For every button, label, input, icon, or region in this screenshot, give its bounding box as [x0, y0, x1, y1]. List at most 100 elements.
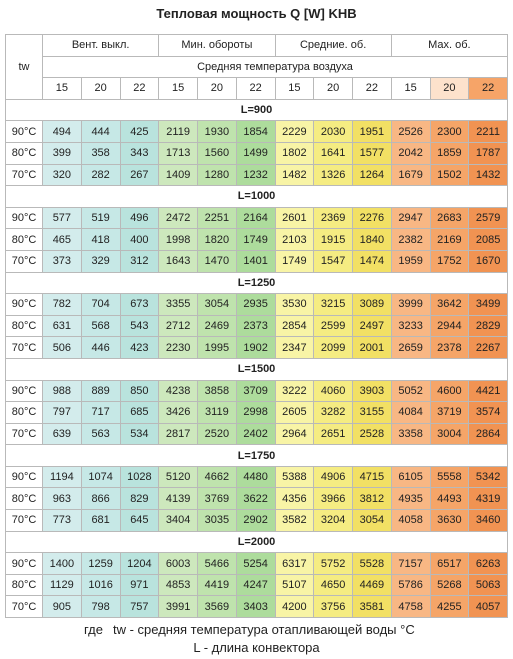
group-header: Вент. выкл.: [41, 34, 160, 57]
value-cell: 3622: [235, 487, 276, 511]
tw-cell: 70°C: [5, 509, 43, 532]
air-temp: 15: [42, 77, 82, 100]
data-row: 80°C 465 418 400 1998 1820 1749 2103 1915 1840 238…: [5, 228, 508, 251]
value-cell: 577: [42, 206, 82, 230]
value-cell: 3719: [429, 401, 470, 424]
section-row: L=900: [5, 98, 508, 122]
value-cell: 1787: [468, 141, 508, 165]
value-cell: 2085: [468, 228, 508, 251]
value-cell: 4758: [390, 595, 431, 619]
value-cell: 2229: [274, 120, 315, 143]
value-cell: 5254: [235, 552, 276, 575]
value-cell: 3769: [197, 487, 237, 511]
value-cell: 1995: [197, 336, 237, 359]
value-cell: 1547: [313, 249, 353, 273]
value-cell: 444: [80, 120, 121, 143]
value-cell: 1749: [274, 249, 315, 273]
value-cell: 2119: [158, 120, 198, 143]
value-cell: 1129: [42, 573, 82, 597]
footnote: где tw - средняя температура отапливающей…: [84, 622, 425, 637]
value-cell: 329: [80, 249, 121, 273]
value-cell: 5558: [429, 465, 470, 489]
value-cell: 673: [119, 293, 160, 316]
value-cell: 1400: [42, 552, 82, 575]
value-cell: 1930: [197, 120, 237, 143]
section-row: L=1250: [5, 271, 508, 295]
value-cell: 1915: [313, 228, 353, 251]
value-cell: 7157: [390, 552, 431, 575]
value-cell: 373: [42, 249, 82, 273]
value-cell: 631: [42, 314, 82, 338]
value-cell: 1074: [80, 465, 121, 489]
value-cell: 1326: [313, 163, 353, 187]
value-cell: 850: [119, 379, 160, 403]
group-header: Мин. обороты: [158, 34, 276, 57]
value-cell: 5268: [429, 573, 470, 597]
value-cell: 2683: [429, 206, 470, 230]
value-cell: 312: [119, 249, 160, 273]
value-cell: 3282: [313, 401, 353, 424]
value-cell: 3642: [429, 293, 470, 316]
value-cell: 2651: [313, 422, 353, 446]
value-cell: 3630: [429, 509, 470, 532]
value-cell: 3404: [158, 509, 198, 532]
value-cell: 2402: [235, 422, 276, 446]
value-cell: 5528: [352, 552, 392, 575]
data-row: 70°C 905 798 757 3991 3569 3403 4200 3756 3581 475…: [5, 595, 508, 619]
value-cell: 2520: [197, 422, 237, 446]
value-cell: 1560: [197, 141, 237, 165]
header-row: tw Вент. выкл. Мин. обороты Средние. об. Мах…: [5, 34, 509, 100]
value-cell: 2854: [274, 314, 315, 338]
tw-cell: 90°C: [5, 120, 43, 143]
value-cell: 2211: [468, 120, 508, 143]
value-cell: 1998: [158, 228, 198, 251]
tw-cell: 90°C: [5, 206, 43, 230]
value-cell: 773: [42, 509, 82, 532]
value-cell: 4421: [468, 379, 508, 403]
value-cell: 267: [119, 163, 160, 187]
value-cell: 4906: [313, 465, 353, 489]
value-cell: 1752: [429, 249, 470, 273]
value-cell: 2382: [390, 228, 431, 251]
value-cell: 1670: [468, 249, 508, 273]
data-row: 70°C 506 446 423 2230 1995 1902 2347 2099 2001 265…: [5, 336, 508, 359]
air-temp: 15: [158, 77, 198, 100]
value-cell: 1028: [119, 465, 160, 489]
section-row: L=1750: [5, 444, 508, 467]
value-cell: 4084: [390, 401, 431, 424]
data-row: 90°C 782 704 673 3355 3054 2935 3530 3215 3089 399…: [5, 293, 508, 316]
value-cell: 1502: [429, 163, 470, 187]
value-cell: 889: [80, 379, 121, 403]
value-cell: 645: [119, 509, 160, 532]
value-cell: 2944: [429, 314, 470, 338]
data-row: 90°C 988 889 850 4238 3858 3709 3222 4060 3903 505…: [5, 379, 508, 403]
value-cell: 2947: [390, 206, 431, 230]
section-row: L=1500: [5, 357, 508, 381]
value-cell: 971: [119, 573, 160, 597]
header-row: 15 20 22 15 20 22 15 20 22 15 20 22: [6, 77, 508, 100]
value-cell: 1641: [313, 141, 353, 165]
value-cell: 4480: [235, 465, 276, 489]
value-cell: 568: [80, 314, 121, 338]
section-label: L=900: [5, 98, 508, 122]
value-cell: 1409: [158, 163, 198, 187]
data-row: 70°C 373 329 312 1643 1470 1401 1749 1547 1474 195…: [5, 249, 508, 273]
value-cell: 5052: [390, 379, 431, 403]
value-cell: 1802: [274, 141, 315, 165]
value-cell: 534: [119, 422, 160, 446]
tw-cell: 80°C: [5, 228, 43, 251]
section-label: L=1750: [5, 444, 508, 467]
value-cell: 3089: [352, 293, 392, 316]
data-row: 90°C 1400 1259 1204 6003 5466 5254 6317 5752 5528…: [5, 552, 508, 575]
value-cell: 1264: [352, 163, 392, 187]
data-row: 80°C 631 568 543 2712 2469 2373 2854 2599 2497 323…: [5, 314, 508, 338]
value-cell: 3119: [197, 401, 237, 424]
data-row: 80°C 797 717 685 3426 3119 2998 2605 3282 3155 408…: [5, 401, 508, 424]
value-cell: 3215: [313, 293, 353, 316]
air-temp: 22: [352, 77, 392, 100]
value-cell: 829: [119, 487, 160, 511]
tw-header: tw: [5, 34, 43, 100]
value-cell: 717: [80, 401, 121, 424]
value-cell: 681: [80, 509, 121, 532]
value-cell: 2817: [158, 422, 198, 446]
